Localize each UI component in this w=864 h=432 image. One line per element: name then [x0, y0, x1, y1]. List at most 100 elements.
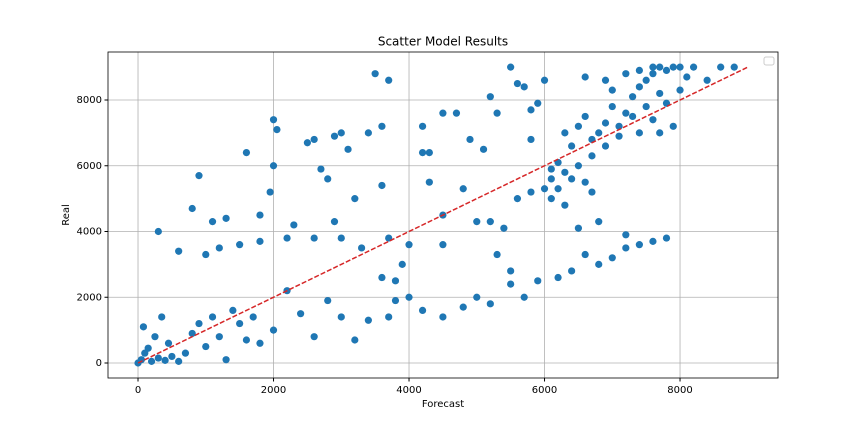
scatter-point: [568, 175, 576, 183]
scatter-point: [269, 326, 278, 334]
scatter-point: [330, 132, 339, 140]
scatter-point: [215, 244, 223, 252]
scatter-point: [540, 185, 549, 193]
scatter-point: [151, 333, 159, 341]
scatter-point: [595, 129, 603, 137]
scatter-point: [303, 139, 311, 147]
scatter-point: [656, 63, 664, 71]
scatter-point: [439, 241, 447, 249]
scatter-point: [520, 293, 528, 301]
scatter-point: [208, 313, 217, 321]
scatter-point: [324, 296, 332, 305]
scatter-point: [222, 214, 230, 222]
scatter-point: [202, 342, 210, 351]
chart-title: Scatter Model Results: [378, 35, 508, 49]
scatter-point: [439, 109, 447, 117]
scatter-point: [139, 323, 148, 331]
scatter-point: [507, 267, 515, 275]
scatter-point: [649, 63, 657, 71]
scatter-point: [351, 336, 359, 344]
scatter-point: [520, 83, 528, 91]
scatter-point: [568, 267, 576, 275]
scatter-point: [662, 66, 671, 75]
scatter-point: [418, 306, 427, 315]
scatter-point: [507, 63, 515, 71]
y-tick-label: 4000: [77, 227, 102, 238]
scatter-point: [547, 195, 555, 203]
reference-line: [137, 66, 749, 364]
scatter-point: [378, 273, 386, 282]
scatter-point: [717, 63, 725, 71]
scatter-point: [642, 76, 650, 84]
scatter-point: [147, 357, 156, 365]
scatter-point: [486, 218, 494, 226]
scatter-point: [473, 218, 481, 226]
scatter-point: [242, 149, 251, 157]
scatter-point: [425, 149, 433, 157]
x-tick-label: 4000: [396, 385, 421, 396]
scatter-point: [371, 70, 379, 78]
scatter-point: [493, 250, 501, 259]
scatter-point: [581, 73, 589, 81]
x-axis-label: Forecast: [422, 399, 464, 410]
scatter-point: [581, 112, 589, 121]
scatter-point: [669, 63, 677, 71]
scatter-point: [595, 218, 603, 226]
scatter-point: [479, 145, 488, 153]
scatter-point: [608, 254, 616, 262]
scatter-point: [642, 102, 650, 111]
scatter-point: [635, 83, 643, 91]
scatter-point: [168, 352, 176, 361]
scatter-point: [222, 356, 230, 364]
scatter-point: [561, 168, 569, 176]
scatter-point: [601, 142, 610, 150]
scatter-point: [236, 241, 244, 249]
y-tick-label: 8000: [77, 95, 102, 106]
scatter-point: [249, 313, 257, 321]
scatter-point: [256, 211, 264, 219]
scatter-point: [703, 76, 711, 84]
scatter-point: [622, 231, 630, 239]
scatter-point: [208, 218, 217, 226]
scatter-point: [561, 201, 569, 209]
y-axis-label: Real: [61, 204, 72, 226]
scatter-point: [656, 89, 664, 98]
scatter-point: [378, 122, 386, 130]
scatter-point: [161, 356, 169, 364]
scatter-point: [310, 333, 318, 341]
scatter-point: [188, 329, 196, 338]
scatter-point: [622, 244, 630, 252]
scatter-point: [649, 116, 657, 124]
scatter-point: [337, 313, 345, 321]
y-tick-label: 0: [96, 358, 102, 369]
scatter-point: [405, 241, 413, 249]
scatter-point: [669, 122, 677, 130]
scatter-point: [378, 181, 386, 190]
scatter-point: [601, 76, 610, 84]
scatter-point: [418, 149, 427, 157]
scatter-point: [164, 339, 173, 347]
x-tick-label: 8000: [667, 385, 692, 396]
scatter-point: [534, 99, 542, 107]
scatter-point: [540, 76, 549, 84]
scatter-point: [175, 357, 183, 365]
scatter-point: [256, 339, 264, 347]
scatter-point: [439, 313, 447, 321]
scatter-point: [337, 129, 345, 137]
scatter-point: [391, 277, 400, 285]
scatter-point: [568, 142, 576, 150]
scatter-point: [500, 224, 508, 232]
scatter-point: [418, 122, 427, 130]
scatter-point: [236, 319, 244, 328]
scatter-point: [242, 336, 251, 344]
scatter-point: [547, 175, 555, 183]
scatter-point: [425, 178, 433, 186]
scatter-point: [547, 165, 555, 173]
scatter-point: [683, 73, 691, 81]
scatter-point: [534, 277, 542, 285]
scatter-point: [622, 70, 630, 78]
scatter-point: [581, 250, 589, 259]
scatter-point: [452, 109, 461, 117]
scatter-point: [676, 63, 684, 71]
scatter-point: [273, 125, 281, 134]
